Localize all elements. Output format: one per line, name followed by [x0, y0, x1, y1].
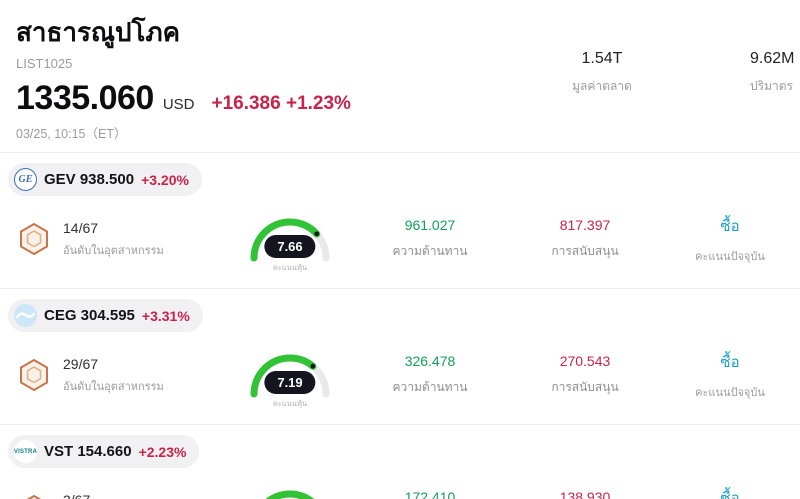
- support-col: 270.543 การสนับสนุน: [510, 353, 660, 397]
- support-label: การสนับสนุน: [551, 380, 619, 394]
- score-gauge: [250, 354, 330, 398]
- volume-stat: 9.62M ปริมาตร: [750, 50, 800, 96]
- industry-rank-label: อันดับในอุตสาหกรรม: [63, 244, 164, 257]
- ticker-price: CEG 304.595: [44, 307, 135, 324]
- ge-logo-icon: GE: [14, 168, 37, 191]
- score-label: คะแนนหุ้น: [272, 399, 308, 408]
- score-gauge-block: 8.21 คะแนนหุ้น: [244, 478, 336, 499]
- score-gauge-block: 7.66 คะแนนหุ้น: [244, 206, 336, 272]
- rank-badge-icon: [20, 359, 48, 391]
- rank-badge-icon: [20, 223, 48, 255]
- ticker-pill-vst[interactable]: VISTRA VST 154.660 +2.23%: [8, 435, 200, 468]
- index-change: +16.386 +1.23%: [211, 93, 351, 114]
- support-value: 817.397: [559, 217, 611, 233]
- list-id: LIST1025: [16, 56, 73, 71]
- page-title: สาธารณูปโภค: [16, 17, 181, 47]
- ticker-change: +2.23%: [138, 443, 187, 460]
- score-gauge-block: 7.19 คะแนนหุ้น: [244, 342, 336, 408]
- resistance-label: ความต้านทาน: [392, 244, 468, 258]
- score-value: 7.19: [264, 371, 316, 394]
- signal-label: คะแนนปัจจุบัน: [695, 386, 765, 399]
- signal-value: ซื้อ: [720, 489, 740, 499]
- industry-rank: 14/67: [63, 219, 99, 236]
- resistance-col: 172.410 ความต้านทาน: [350, 489, 510, 499]
- ticker-pill-ceg[interactable]: CEG 304.595 +3.31%: [8, 299, 203, 332]
- vistra-logo-icon: VISTRA: [14, 440, 37, 463]
- support-value: 138.930: [559, 489, 611, 499]
- support-col: 138.930 การสนับสนุน: [510, 489, 660, 499]
- industry-rank: 29/67: [63, 355, 99, 372]
- index-price: 1335.060: [16, 79, 154, 117]
- support-col: 817.397 การสนับสนุน: [510, 217, 660, 261]
- ticker-change: +3.20%: [141, 171, 189, 188]
- ticker-price: GEV 938.500: [44, 171, 135, 188]
- ticker-change: +3.31%: [141, 307, 190, 324]
- score-gauge: [250, 218, 330, 262]
- volume-label: ปริมาตร: [750, 79, 793, 93]
- stock-row-gev: GE GEV 938.500 +3.20% 14/67 อันดับในอุตส…: [0, 152, 800, 288]
- score-gauge: [265, 490, 315, 499]
- market-cap-value: 1.54T: [581, 50, 623, 67]
- resistance-label: ความต้านทาน: [392, 380, 468, 394]
- rank-block: 29/67 อันดับในอุตสาหกรรม: [0, 356, 230, 395]
- signal-value: ซื้อ: [720, 217, 740, 235]
- rank-block: 14/67 อันดับในอุตสาหกรรม: [0, 220, 230, 259]
- support-label: การสนับสนุน: [551, 244, 619, 258]
- industry-rank-label: อันดับในอุตสาหกรรม: [63, 380, 164, 393]
- volume-value: 9.62M: [750, 50, 795, 67]
- stock-row-ceg: CEG 304.595 +3.31% 29/67 อันดับในอุตสาหก…: [0, 288, 800, 424]
- resistance-value: 326.478: [404, 353, 456, 369]
- signal-col: ซื้อ คะแนนปัจจุบัน: [660, 350, 800, 401]
- signal-label: คะแนนปัจจุบัน: [695, 250, 765, 263]
- stock-detail-row[interactable]: 3/67 อันดับในอุตสาหกรรม 8.21 คะแนนหุ้น 1…: [0, 472, 800, 499]
- constellation-logo-icon: [14, 304, 37, 327]
- currency-label: USD: [162, 96, 195, 113]
- rank-block: 3/67 อันดับในอุตสาหกรรม: [0, 492, 230, 499]
- ticker-price: VST 154.660: [44, 443, 132, 460]
- resistance-col: 326.478 ความต้านทาน: [350, 353, 510, 397]
- resistance-value: 172.410: [404, 489, 456, 499]
- market-cap-label: มูลค่าตลาด: [572, 79, 632, 93]
- stock-detail-row[interactable]: 14/67 อันดับในอุตสาหกรรม 7.66 คะแนนหุ้น …: [0, 200, 800, 288]
- timestamp: 03/25, 10:15（ET）: [16, 127, 127, 141]
- signal-value: ซื้อ: [720, 353, 740, 371]
- score-label: คะแนนหุ้น: [272, 263, 308, 272]
- signal-col: ซื้อ คะแนนปัจจุบัน: [660, 214, 800, 265]
- support-value: 270.543: [559, 353, 611, 369]
- price-row: 1335.060 USD +16.386 +1.23%: [16, 79, 784, 118]
- resistance-col: 961.027 ความต้านทาน: [350, 217, 510, 261]
- signal-col: ซื้อ คะแนนปัจจุบัน: [660, 486, 800, 499]
- score-value: 7.66: [264, 235, 316, 258]
- rank-badge-icon: [26, 495, 42, 499]
- stock-detail-row[interactable]: 29/67 อันดับในอุตสาหกรรม 7.19 คะแนนหุ้น …: [0, 336, 800, 424]
- stock-row-vst: VISTRA VST 154.660 +2.23% 3/67 อันดับในอ…: [0, 424, 800, 499]
- market-cap-stat: 1.54T มูลค่าตลาด: [552, 50, 652, 96]
- resistance-value: 961.027: [404, 217, 456, 233]
- industry-rank: 3/67: [63, 492, 164, 499]
- index-header: สาธารณูปโภค LIST1025 1335.060 USD +16.38…: [0, 0, 800, 152]
- ticker-pill-gev[interactable]: GE GEV 938.500 +3.20%: [8, 163, 202, 196]
